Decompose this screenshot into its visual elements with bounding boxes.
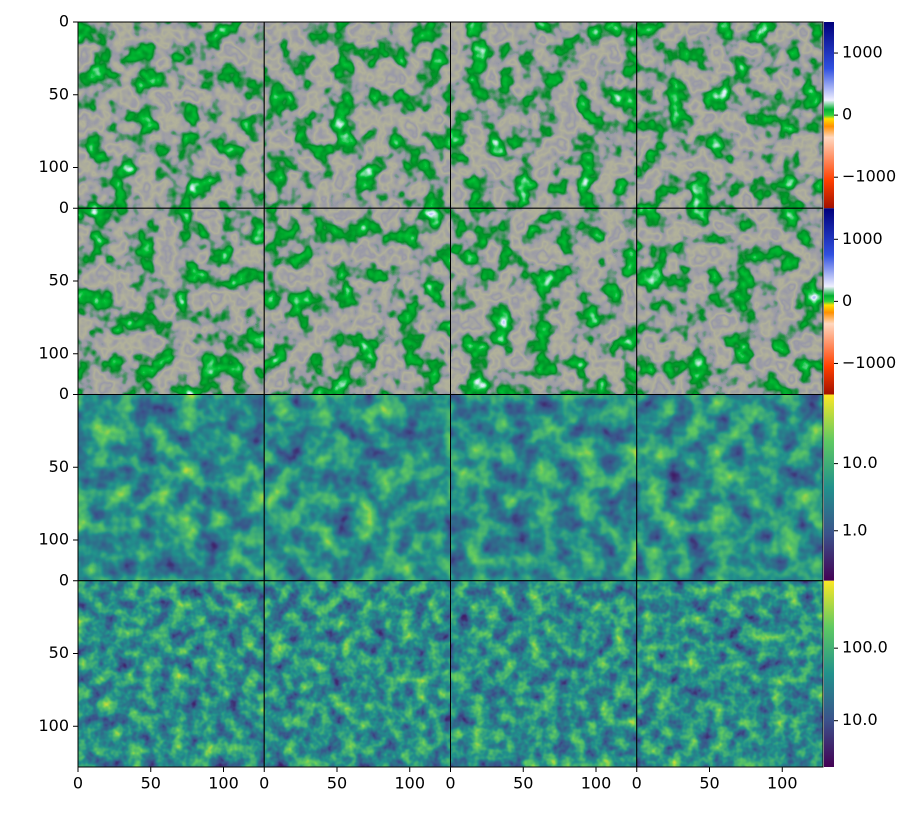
colorbar [824, 208, 834, 395]
image-panel [78, 394, 265, 581]
image-panel [264, 22, 451, 209]
y-tick-label: 50 [49, 457, 69, 476]
y-tick-label: 0 [59, 384, 69, 403]
image-panel [78, 580, 265, 767]
image-panel [450, 580, 637, 767]
image-panel [78, 22, 265, 209]
colorbar-tick-label: 10.0 [842, 710, 878, 729]
x-tick-label: 100 [581, 774, 612, 793]
x-tick-label: 50 [141, 774, 161, 793]
image-panel [264, 580, 451, 767]
image-panel [636, 22, 823, 209]
image-panel [450, 208, 637, 395]
y-tick-label: 50 [49, 84, 69, 103]
y-tick-label: 50 [49, 643, 69, 662]
image-panel [264, 394, 451, 581]
y-tick-label: 100 [38, 343, 69, 362]
x-tick-label: 0 [632, 774, 642, 793]
y-tick-label: 50 [49, 271, 69, 290]
image-panel [636, 394, 823, 581]
x-tick-label: 100 [767, 774, 798, 793]
colorbar-tick-label: 0 [842, 105, 852, 124]
image-panel [264, 208, 451, 395]
colorbar-tick-label: 1000 [842, 229, 883, 248]
x-tick-label: 0 [259, 774, 269, 793]
colorbar [824, 22, 834, 209]
colorbar [824, 580, 834, 767]
panel-frame [636, 580, 824, 768]
colorbar-tick-label: 0 [842, 291, 852, 310]
y-tick-label: 0 [59, 570, 69, 589]
image-panel [636, 580, 823, 767]
colorbar-tick-label: 1.0 [842, 520, 867, 539]
colorbar [824, 394, 834, 581]
image-panel [450, 394, 637, 581]
image-panel [78, 208, 265, 395]
y-tick-label: 100 [38, 530, 69, 549]
image-panel [636, 208, 823, 395]
x-tick-label: 50 [327, 774, 347, 793]
y-tick-label: 0 [59, 198, 69, 217]
x-tick-label: 0 [73, 774, 83, 793]
y-tick-label: 100 [38, 157, 69, 176]
x-tick-label: 0 [445, 774, 455, 793]
x-tick-label: 50 [513, 774, 533, 793]
colorbar-tick-label: −1000 [842, 353, 896, 372]
colorbar-tick-label: 1000 [842, 43, 883, 62]
x-tick-label: 100 [394, 774, 425, 793]
colorbar-tick-label: −1000 [842, 167, 896, 186]
x-tick-label: 100 [208, 774, 239, 793]
image-panel [450, 22, 637, 209]
y-tick-label: 100 [38, 716, 69, 735]
x-tick-label: 50 [699, 774, 719, 793]
colorbar-tick-label: 100.0 [842, 638, 888, 657]
y-tick-label: 0 [59, 12, 69, 31]
colorbar-tick-label: 10.0 [842, 453, 878, 472]
